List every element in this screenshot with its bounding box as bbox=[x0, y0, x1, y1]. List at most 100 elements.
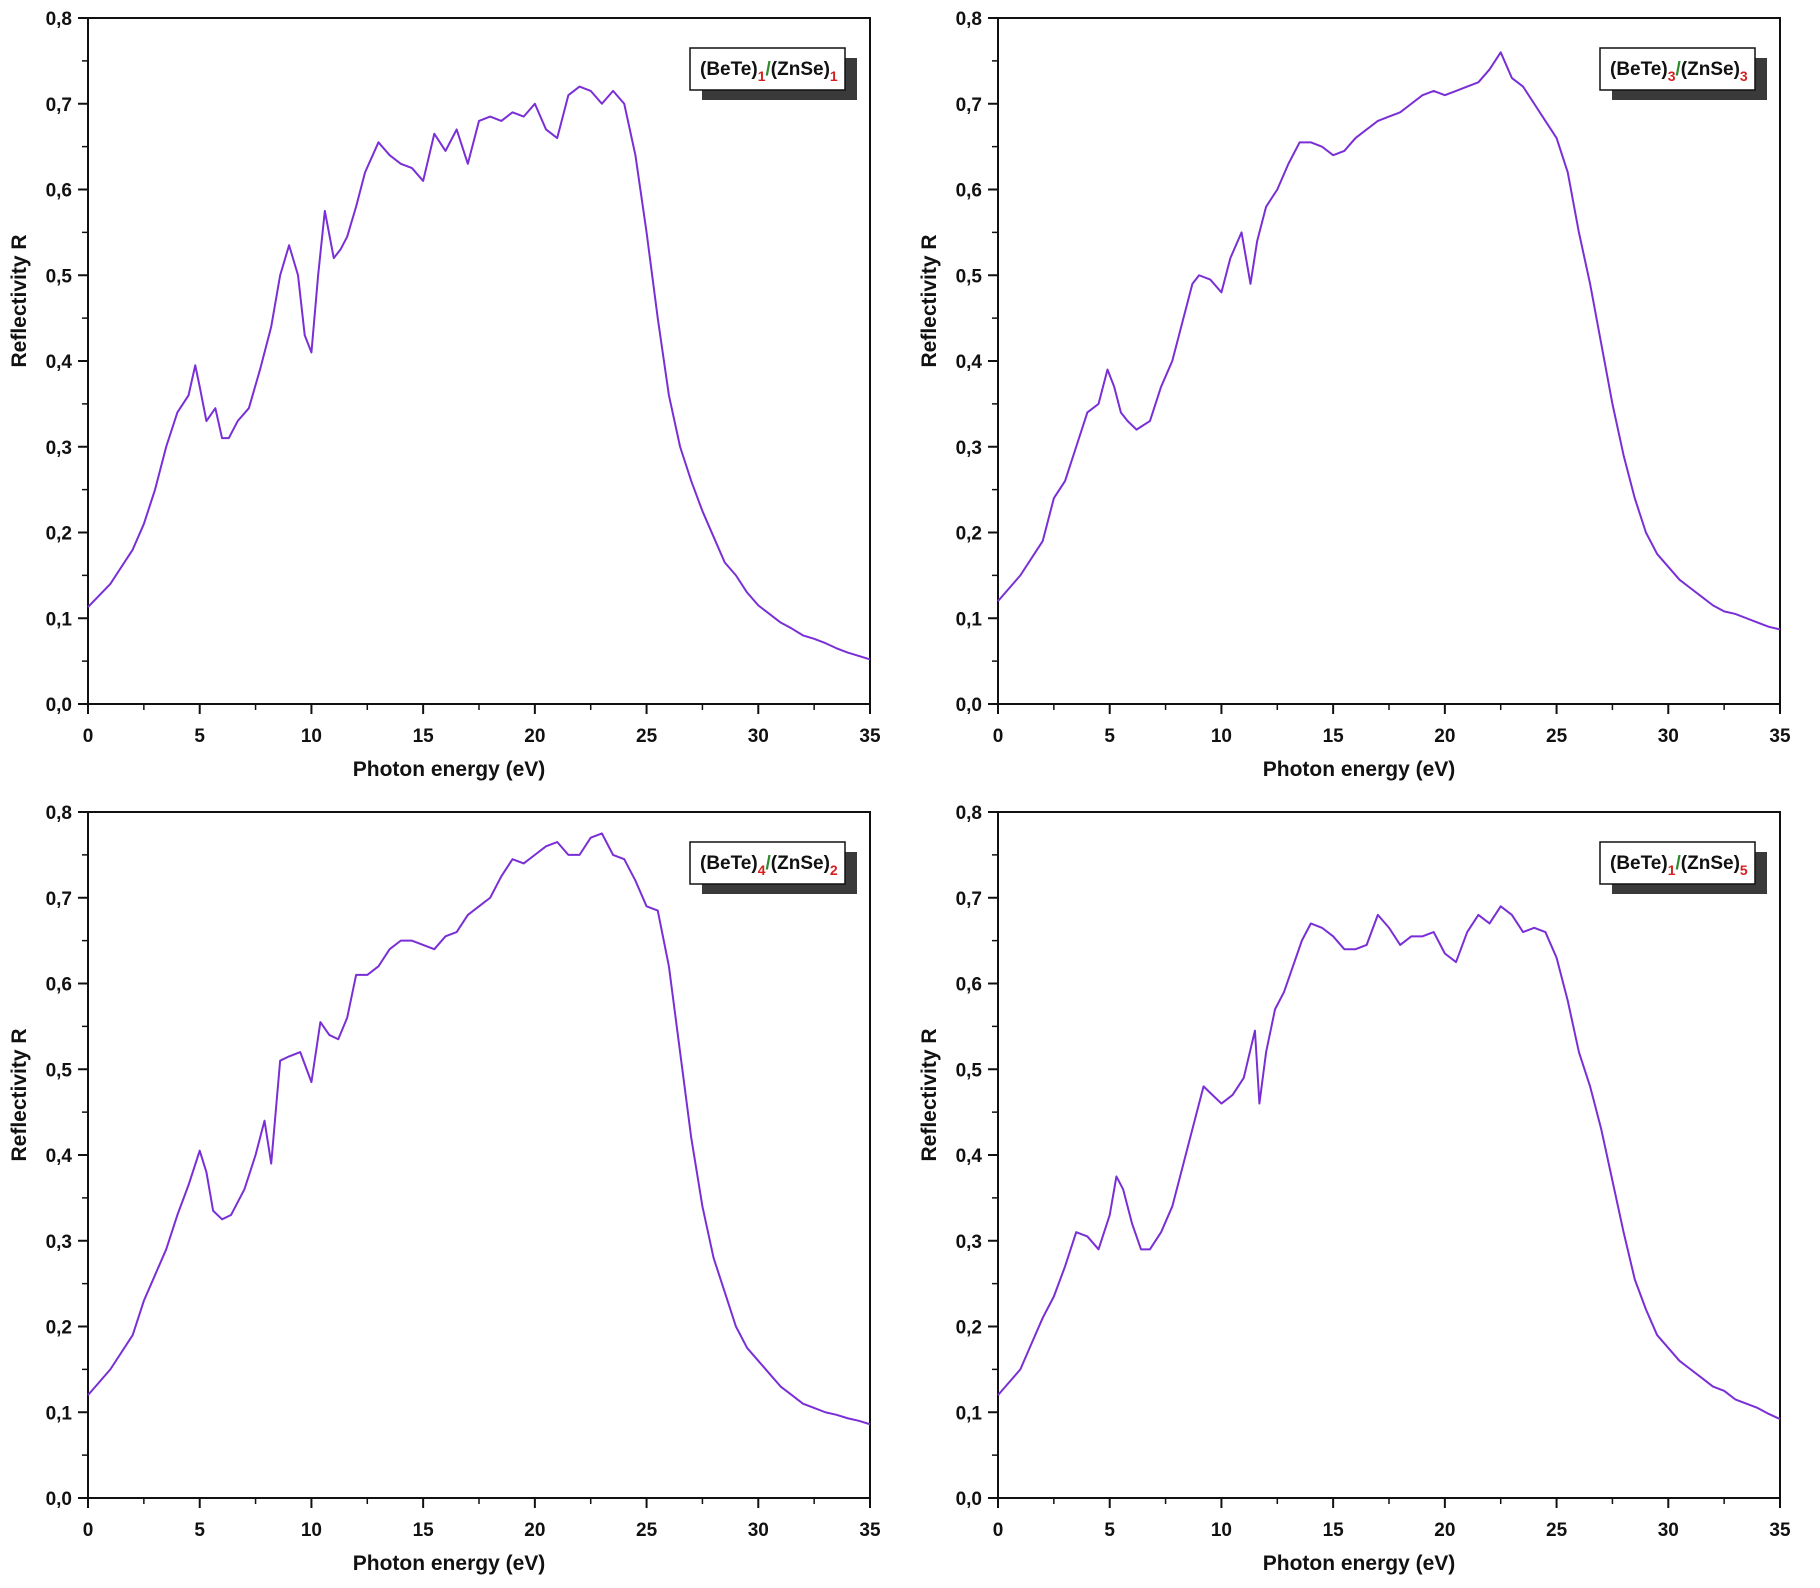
x-tick-label: 30 bbox=[1658, 726, 1679, 747]
x-axis-title: Photon energy (eV) bbox=[353, 758, 546, 781]
legend-part-text: (ZnSe) bbox=[771, 59, 830, 80]
legend-slash: / bbox=[766, 59, 772, 80]
x-tick-label: 30 bbox=[748, 1520, 769, 1541]
legend-part-text: (ZnSe) bbox=[1681, 853, 1740, 874]
y-tick-label: 0,1 bbox=[46, 609, 73, 630]
y-tick-label: 0,7 bbox=[956, 95, 982, 116]
legend-part: 3 bbox=[1668, 68, 1676, 84]
y-tick-label: 0,8 bbox=[46, 9, 72, 30]
legend-label: (BeTe)1/(ZnSe)5 bbox=[1610, 853, 1748, 878]
y-tick-label: 0,6 bbox=[956, 181, 982, 202]
legend-part-text: (ZnSe) bbox=[1681, 59, 1740, 80]
y-tick-label: 0,4 bbox=[46, 352, 73, 373]
x-axis-title: Photon energy (eV) bbox=[1263, 758, 1456, 781]
legend-slash: / bbox=[766, 853, 772, 874]
legend-part: 5 bbox=[1740, 862, 1748, 878]
x-tick-label: 15 bbox=[1323, 726, 1345, 747]
reflectivity-line bbox=[87, 85, 871, 661]
legend-part: 2 bbox=[830, 862, 838, 878]
y-tick-label: 0,1 bbox=[46, 1403, 73, 1424]
legend-label: (BeTe)4/(ZnSe)2 bbox=[700, 853, 838, 878]
legend-part: 1 bbox=[830, 68, 838, 84]
legend-part: 4 bbox=[758, 862, 766, 878]
y-tick-label: 0,3 bbox=[956, 438, 982, 459]
x-tick-label: 0 bbox=[993, 1520, 1004, 1541]
y-tick-label: 0,0 bbox=[46, 695, 72, 716]
plot-frame bbox=[997, 811, 1781, 1499]
x-tick-label: 0 bbox=[83, 726, 94, 747]
y-tick-label: 0,2 bbox=[956, 1318, 982, 1339]
x-tick-label: 30 bbox=[1658, 1520, 1679, 1541]
chart-panel-4: 0 5 10 15 20 25 30 350,00,10,20,30,40,50,60,70,… bbox=[918, 803, 1791, 1575]
x-tick-label: 5 bbox=[1104, 1520, 1115, 1541]
y-tick-label: 0,3 bbox=[46, 438, 72, 459]
y-tick-label: 0,5 bbox=[46, 1060, 73, 1081]
x-tick-label: 0 bbox=[993, 726, 1004, 747]
x-tick-label: 10 bbox=[301, 1520, 322, 1541]
chart-panel-1: 0 5 10 15 20 25 30 35 0,0 0,1 0,2 0,3 0,4 0,5 0,6 0,7 0,… bbox=[8, 9, 881, 781]
y-tick-label: 0,6 bbox=[46, 181, 72, 202]
plot-frame bbox=[997, 17, 1781, 705]
y-tick-label: 0,2 bbox=[956, 524, 982, 545]
x-tick-label: 10 bbox=[301, 726, 322, 747]
x-tick-label: 15 bbox=[413, 726, 435, 747]
legend-part: /(ZnSe) bbox=[766, 59, 830, 80]
legend: (BeTe)1/(ZnSe)1 bbox=[689, 47, 857, 100]
x-tick-label: 25 bbox=[636, 726, 658, 747]
legend-part: (BeTe) bbox=[1610, 59, 1668, 80]
x-tick-label: 25 bbox=[636, 1520, 658, 1541]
legend-part: (BeTe) bbox=[700, 59, 758, 80]
x-tick-label: 10 bbox=[1211, 726, 1232, 747]
x-tick-label: 20 bbox=[524, 726, 545, 747]
x-tick-label: 20 bbox=[1434, 726, 1455, 747]
y-tick-label: 0,8 bbox=[956, 9, 982, 30]
y-tick-label: 0,8 bbox=[46, 803, 72, 824]
y-axis-title: Reflectivity R bbox=[8, 234, 31, 367]
legend-part: /(ZnSe) bbox=[1676, 853, 1740, 874]
x-tick-label: 15 bbox=[1323, 1520, 1345, 1541]
y-tick-label: 0,3 bbox=[956, 1232, 982, 1253]
legend-label: (BeTe)1/(ZnSe)1 bbox=[700, 59, 838, 84]
legend: (BeTe)1/(ZnSe)5 bbox=[1599, 841, 1767, 894]
x-tick-label: 5 bbox=[1104, 726, 1115, 747]
legend-part-text: (ZnSe) bbox=[771, 853, 830, 874]
plot-frame bbox=[87, 811, 871, 1499]
y-tick-label: 0,0 bbox=[956, 695, 982, 716]
y-tick-label: 0,6 bbox=[46, 975, 72, 996]
x-tick-label: 25 bbox=[1546, 726, 1568, 747]
legend-part: /(ZnSe) bbox=[1676, 59, 1740, 80]
y-tick-label: 0,4 bbox=[956, 1146, 983, 1167]
x-tick-label: 5 bbox=[194, 726, 205, 747]
legend-part: (BeTe) bbox=[1610, 853, 1668, 874]
y-axis-title: Reflectivity R bbox=[918, 234, 941, 367]
legend-part: 1 bbox=[758, 68, 766, 84]
y-tick-label: 0,7 bbox=[46, 95, 72, 116]
x-tick-label: 20 bbox=[1434, 1520, 1455, 1541]
chart-panel-3: 0 5 10 15 20 25 30 35 0,0 0,1 0,2 0,3 0,4 0,5 0,6 0,7 0,… bbox=[8, 803, 881, 1575]
x-tick-label: 0 bbox=[83, 1520, 94, 1541]
x-tick-label: 35 bbox=[1769, 1520, 1791, 1541]
legend-part: /(ZnSe) bbox=[766, 853, 830, 874]
y-tick-label: 0,8 bbox=[956, 803, 982, 824]
chart-panel-2: 0 5 10 15 20 25 30 35 0,0 0,1 0,2 0,3 0,4 0,5 0,6 0,7 0,… bbox=[918, 9, 1791, 781]
legend-label: (BeTe)3/(ZnSe)3 bbox=[1610, 59, 1748, 84]
legend: (BeTe)4/(ZnSe)2 bbox=[689, 841, 857, 894]
legend-box bbox=[1599, 47, 1756, 91]
y-tick-label: 0,5 bbox=[956, 266, 983, 287]
x-tick-label: 30 bbox=[748, 726, 769, 747]
y-tick-label: 0,7 bbox=[46, 889, 72, 910]
y-tick-label: 0,1 bbox=[956, 1403, 983, 1424]
y-tick-label: 0,2 bbox=[46, 524, 72, 545]
legend-part: (BeTe) bbox=[700, 853, 758, 874]
x-tick-label: 35 bbox=[859, 1520, 881, 1541]
x-tick-label: 35 bbox=[1769, 726, 1791, 747]
legend-part: 3 bbox=[1740, 68, 1748, 84]
reflectivity-line bbox=[997, 51, 1781, 631]
y-tick-label: 0,2 bbox=[46, 1318, 72, 1339]
y-tick-label: 0,0 bbox=[956, 1489, 982, 1510]
y-tick-label: 0,1 bbox=[956, 609, 983, 630]
reflectivity-line bbox=[87, 832, 871, 1426]
x-tick-label: 10 bbox=[1211, 1520, 1232, 1541]
legend-box bbox=[1599, 841, 1756, 885]
legend-box bbox=[689, 841, 846, 885]
